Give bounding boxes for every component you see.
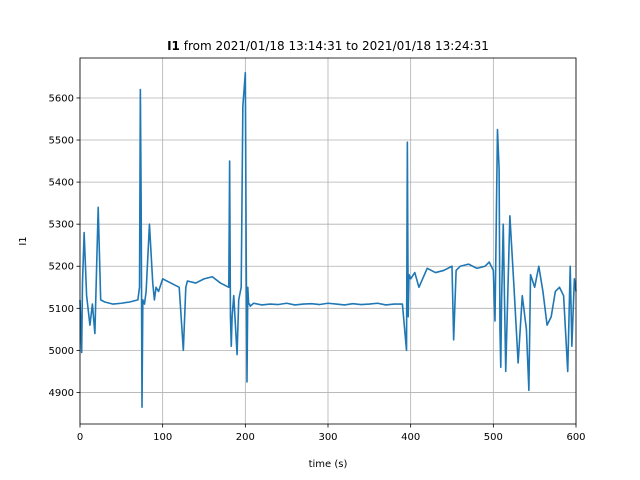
y-tick-label: 5300 (49, 220, 74, 231)
grid-lines (79, 58, 577, 424)
x-axis-ticks: 0 100 200 300 400 500 600 (77, 424, 586, 443)
y-tick-label: 5100 (49, 304, 74, 315)
chart-title-rest: from 2021/01/18 13:14:31 to 2021/01/18 1… (180, 39, 489, 53)
y-tick-label: 5200 (49, 262, 74, 273)
y-tick-label: 5600 (49, 93, 74, 104)
plot-area (79, 71, 577, 408)
y-tick-label: 4900 (49, 388, 74, 399)
x-tick-label: 200 (236, 432, 255, 443)
y-axis-ticks: 4900 5000 5100 5200 5300 5400 5500 5600 (49, 93, 80, 399)
x-tick-label: 300 (318, 432, 337, 443)
chart-title-bold: I1 (167, 39, 180, 53)
y-axis-label: I1 (18, 236, 29, 245)
x-tick-label: 500 (484, 432, 503, 443)
x-tick-label: 0 (77, 432, 83, 443)
chart-title: I1 from 2021/01/18 13:14:31 to 2021/01/1… (167, 39, 489, 53)
y-tick-label: 5500 (49, 136, 74, 147)
x-tick-label: 400 (401, 432, 420, 443)
x-tick-label: 100 (153, 432, 172, 443)
x-axis-label: time (s) (309, 459, 348, 470)
y-tick-label: 5400 (49, 178, 74, 189)
series-line (79, 71, 577, 408)
x-tick-label: 600 (566, 432, 585, 443)
y-tick-label: 5000 (49, 346, 74, 357)
